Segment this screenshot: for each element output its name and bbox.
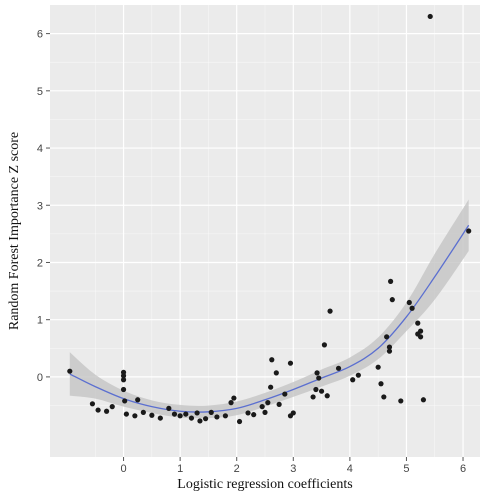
- x-tick-label: 4: [347, 463, 353, 475]
- data-point: [327, 308, 333, 314]
- data-point: [222, 413, 228, 419]
- data-point: [313, 386, 319, 393]
- data-point: [321, 342, 328, 348]
- data-point: [120, 377, 127, 383]
- data-point: [231, 395, 237, 401]
- x-tick-label: 3: [290, 463, 296, 475]
- data-point: [95, 407, 101, 413]
- data-point: [386, 348, 393, 354]
- y-tick-label: 4: [37, 143, 43, 155]
- data-points-layer: [67, 13, 472, 425]
- data-point: [290, 410, 296, 416]
- data-point: [273, 370, 279, 376]
- data-point: [149, 412, 155, 418]
- data-point: [214, 414, 220, 420]
- confidence-band-layer: [69, 199, 469, 419]
- y-tick-label: 2: [37, 257, 43, 269]
- data-point: [269, 357, 275, 363]
- data-point: [265, 400, 271, 406]
- data-point: [109, 404, 115, 410]
- data-point: [427, 13, 433, 20]
- data-point: [197, 418, 203, 424]
- data-point: [282, 391, 288, 397]
- data-point: [236, 418, 243, 425]
- data-point: [228, 400, 234, 406]
- data-point: [251, 412, 257, 418]
- data-point: [420, 397, 427, 403]
- data-point: [381, 394, 387, 400]
- data-point: [466, 228, 472, 234]
- y-axis-ticks: 0 1 2 3 4 5 6: [37, 29, 50, 384]
- data-point: [335, 365, 342, 371]
- data-point: [316, 375, 322, 381]
- data-point: [287, 360, 294, 366]
- data-point: [120, 386, 127, 393]
- data-point: [259, 404, 265, 410]
- y-tick-label: 6: [37, 29, 43, 41]
- data-point: [188, 415, 195, 421]
- y-tick-label: 0: [37, 372, 43, 384]
- data-point: [89, 401, 96, 407]
- x-axis-title: Logistic regression coefficients: [177, 477, 352, 492]
- data-point: [245, 410, 251, 416]
- data-point: [166, 405, 172, 411]
- data-point: [417, 328, 424, 334]
- smooth-line: [69, 224, 470, 413]
- data-point: [208, 409, 214, 415]
- y-tick-label: 1: [37, 315, 43, 327]
- data-point: [103, 408, 110, 414]
- data-point: [177, 413, 183, 419]
- x-tick-label: 2: [234, 463, 240, 475]
- data-point: [202, 416, 209, 422]
- data-point: [122, 398, 128, 404]
- data-point: [123, 411, 129, 417]
- smooth-line-layer: [69, 224, 470, 413]
- data-point: [398, 398, 404, 404]
- y-tick-label: 5: [37, 86, 43, 98]
- data-point: [132, 413, 138, 419]
- data-point: [120, 373, 127, 379]
- data-point: [157, 415, 163, 421]
- data-point: [262, 409, 268, 415]
- data-point: [276, 401, 282, 407]
- y-tick-label: 3: [37, 200, 43, 212]
- data-point: [350, 377, 356, 383]
- x-tick-label: 5: [403, 463, 409, 475]
- x-tick-label: 0: [120, 463, 126, 475]
- data-point: [409, 305, 415, 311]
- data-point: [183, 411, 189, 417]
- data-point: [355, 372, 361, 378]
- data-point: [194, 410, 200, 416]
- data-point: [389, 297, 395, 303]
- data-point: [268, 384, 274, 390]
- data-point: [406, 299, 412, 306]
- data-point: [415, 320, 421, 326]
- data-point: [310, 394, 316, 400]
- x-axis-ticks: 0 1 2 3 4 5 6: [120, 457, 466, 475]
- x-tick-label: 6: [460, 463, 466, 475]
- data-point: [378, 381, 384, 387]
- y-axis-title: Random Forest Importance Z score: [7, 132, 22, 330]
- x-tick-label: 1: [177, 463, 183, 475]
- data-point: [314, 370, 320, 376]
- data-point: [417, 334, 424, 340]
- data-point: [384, 334, 390, 340]
- data-point: [386, 344, 393, 350]
- confidence-band: [69, 199, 469, 419]
- data-point: [324, 393, 330, 399]
- data-point: [67, 368, 73, 374]
- data-point: [375, 364, 381, 370]
- data-point: [171, 411, 178, 417]
- data-point: [318, 388, 325, 394]
- data-point: [140, 409, 146, 415]
- data-point: [135, 397, 141, 403]
- data-point: [388, 278, 394, 284]
